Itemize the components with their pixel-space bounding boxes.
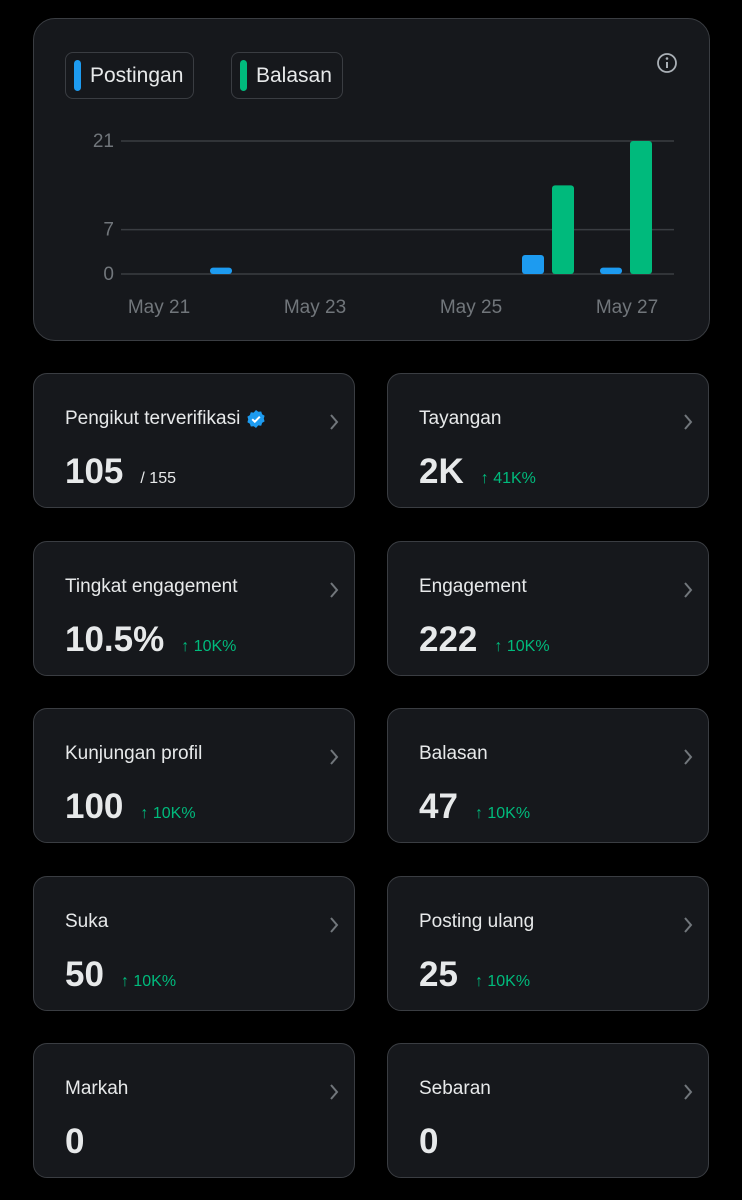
metric-card[interactable]: Engagement 222 ↑ 10K%	[387, 540, 709, 676]
card-change: ↑ 10K%	[494, 637, 550, 655]
legend-label: Balasan	[256, 63, 332, 87]
card-label-text: Posting ulang	[419, 910, 535, 932]
card-label: Kunjungan profil	[65, 743, 202, 765]
card-value: 105 / 155	[65, 452, 176, 492]
card-value-text: 0	[65, 1122, 85, 1161]
card-label: Posting ulang	[419, 911, 534, 933]
chevron	[330, 916, 339, 933]
card-label: Pengikut terverifikasi	[65, 408, 266, 430]
legend-item: Balasan	[231, 52, 343, 99]
card-change: ↑ 10K%	[474, 805, 531, 822]
card-value: 25 ↑ 10K%	[419, 955, 530, 995]
legend-item: Postingan	[65, 52, 195, 99]
card-change: ↑ 10K%	[181, 637, 237, 655]
card-label: Suka	[65, 911, 108, 933]
metric-card[interactable]: Kunjungan profil 100 ↑ 10K%	[33, 708, 355, 843]
chevron	[684, 916, 693, 933]
card-value-text: 222	[419, 619, 478, 659]
card-change: ↑ 10K%	[140, 805, 196, 822]
metric-card[interactable]: Markah 0	[33, 1043, 355, 1178]
card-label-text: Sebaran	[419, 1078, 491, 1099]
card-change: ↑ 10K%	[474, 972, 531, 990]
card-value: 222 ↑ 10K%	[419, 620, 550, 660]
card-label: Tayangan	[419, 408, 501, 430]
bar	[522, 255, 544, 274]
card-value-text: 47	[419, 787, 458, 826]
bar	[600, 267, 622, 274]
card-label: Sebaran	[419, 1078, 491, 1100]
card-label-text: Tayangan	[419, 408, 502, 429]
legend-swatch	[240, 60, 247, 91]
card-label: Tingkat engagement	[65, 576, 238, 598]
chevron	[684, 1084, 693, 1100]
verified-badge	[247, 410, 265, 428]
bar	[210, 267, 232, 274]
chevron	[330, 749, 339, 765]
metric-card[interactable]: Tayangan 2K ↑ 41K%	[387, 373, 709, 508]
chevron	[684, 414, 693, 430]
card-value: 100 ↑ 10K%	[65, 787, 196, 827]
card-value-text: 105	[65, 452, 124, 491]
card-value: 47 ↑ 10K%	[419, 787, 530, 827]
card-value: 0	[65, 1122, 84, 1162]
metric-card[interactable]: Sebaran 0	[387, 1043, 709, 1178]
metric-card[interactable]: Tingkat engagement 10.5% ↑ 10K%	[33, 540, 355, 676]
metric-card[interactable]: Posting ulang 25 ↑ 10K%	[387, 875, 709, 1011]
card-label: Markah	[65, 1078, 128, 1100]
card-value: 0	[419, 1122, 438, 1162]
legend-label: Postingan	[90, 63, 184, 87]
chart-card: 0 7 21 May 21 May 23 May 25 May 27 Postingan Ba…	[33, 18, 710, 341]
card-label-text: Balasan	[419, 743, 488, 764]
bar	[552, 185, 574, 274]
bar	[630, 141, 652, 274]
metric-card[interactable]: Balasan 47 ↑ 10K%	[387, 708, 709, 843]
x-tick-label: May 21	[128, 297, 190, 318]
card-label-text: Suka	[65, 910, 109, 932]
card-label: Engagement	[419, 576, 527, 598]
metric-card[interactable]: Suka 50 ↑ 10K%	[33, 875, 355, 1011]
card-value: 10.5% ↑ 10K%	[65, 620, 236, 660]
legend-swatch	[74, 60, 81, 91]
chart: 0 7 21 May 21 May 23 May 25 May 27	[93, 53, 677, 318]
chevron	[330, 414, 339, 430]
card-label-text: Engagement	[419, 575, 527, 597]
card-label-text: Tingkat engagement	[65, 575, 238, 597]
card-value-text: 50	[65, 954, 104, 994]
chevron	[684, 749, 693, 765]
metric-card[interactable]: Pengikut terverifikasi 105 / 155	[33, 373, 355, 508]
card-value-text: 0	[419, 1122, 439, 1161]
y-tick-label: 21	[93, 131, 114, 152]
card-total: / 155	[140, 470, 176, 487]
card-value: 2K ↑ 41K%	[419, 452, 536, 492]
card-value: 50 ↑ 10K%	[65, 955, 176, 995]
x-tick-label: May 27	[596, 297, 658, 318]
card-value-text: 25	[419, 954, 458, 994]
info-icon[interactable]	[657, 53, 677, 73]
card-value-text: 10.5%	[65, 619, 165, 659]
card-value-text: 2K	[419, 452, 464, 491]
x-tick-label: May 25	[440, 297, 502, 318]
chevron	[330, 581, 339, 598]
card-value-text: 100	[65, 787, 124, 826]
chevron	[684, 581, 693, 598]
card-label: Balasan	[419, 743, 488, 765]
chevron	[330, 1084, 339, 1100]
card-label-text: Pengikut terverifikasi	[65, 408, 241, 429]
card-change: ↑ 10K%	[120, 972, 177, 990]
y-tick-label: 7	[103, 220, 114, 241]
card-label-text: Kunjungan profil	[65, 743, 203, 764]
card-label-text: Markah	[65, 1078, 129, 1099]
y-tick-label: 0	[103, 264, 114, 285]
x-tick-label: May 23	[284, 297, 346, 318]
card-change: ↑ 41K%	[480, 470, 536, 487]
